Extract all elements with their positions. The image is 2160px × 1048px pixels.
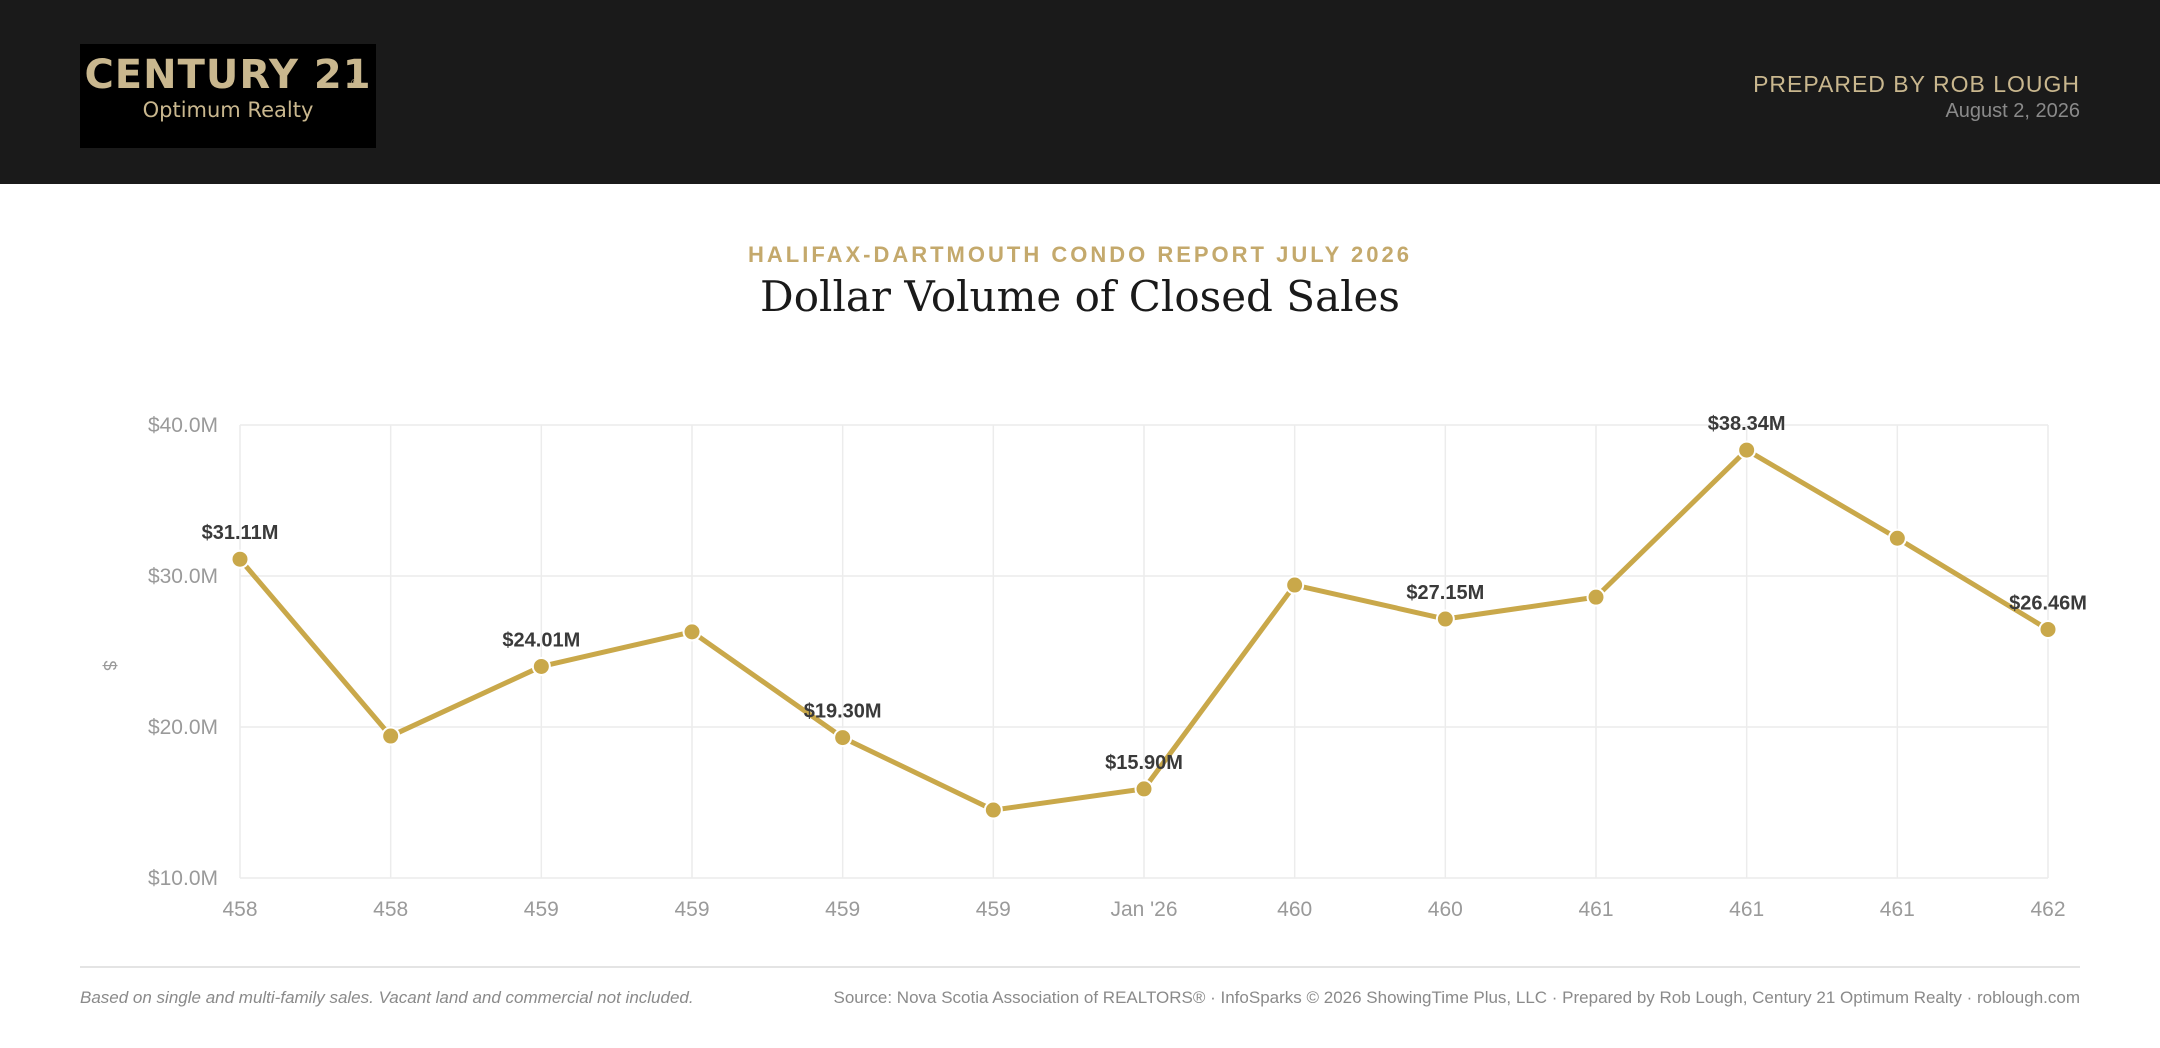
x-tick-label: 459 <box>524 898 559 921</box>
y-tick-label: $40.0M <box>148 414 218 437</box>
y-axis-label: $ <box>99 660 120 671</box>
data-point <box>1887 528 1907 548</box>
data-point <box>531 656 551 676</box>
footer-note: Based on single and multi-family sales. … <box>80 988 694 1007</box>
data-point <box>1586 587 1606 607</box>
data-point <box>1285 575 1305 595</box>
data-point <box>1435 609 1455 629</box>
x-tick-label: 462 <box>2030 898 2065 921</box>
data-point <box>1737 440 1757 460</box>
footer-source: Source: Nova Scotia Association of REALT… <box>833 988 2081 1007</box>
data-label: $26.46M <box>2009 592 2087 614</box>
data-point <box>381 726 401 746</box>
report-subtitle: HALIFAX-DARTMOUTH CONDO REPORT JULY 2026 <box>748 242 1412 267</box>
x-tick-label: 461 <box>1578 898 1613 921</box>
x-tick-label: 459 <box>825 898 860 921</box>
x-tick-label: Jan '26 <box>1110 898 1177 921</box>
x-tick-label: 458 <box>373 898 408 921</box>
century21-logo: CENTURY 21 ® Optimum Realty <box>80 44 376 148</box>
data-point <box>1134 779 1154 799</box>
data-point <box>2038 619 2058 639</box>
x-tick-label: 459 <box>976 898 1011 921</box>
x-tick-label: 461 <box>1729 898 1764 921</box>
chart-title: Dollar Volume of Closed Sales <box>760 272 1400 321</box>
x-tick-label: 459 <box>674 898 709 921</box>
data-point <box>833 728 853 748</box>
x-tick-label: 460 <box>1277 898 1312 921</box>
y-tick-label: $30.0M <box>148 565 218 588</box>
report-date: August 2, 2026 <box>1945 100 2080 122</box>
y-tick-label: $20.0M <box>148 716 218 739</box>
data-label: $15.90M <box>1105 752 1183 774</box>
logo-brand-text: CENTURY 21 <box>84 52 372 98</box>
x-tick-label: 461 <box>1880 898 1915 921</box>
data-label: $31.11M <box>202 522 279 544</box>
data-label: $38.34M <box>1708 413 1786 435</box>
logo-registered-mark: ® <box>351 78 359 89</box>
data-point <box>682 622 702 642</box>
data-point <box>230 549 250 569</box>
report-header: CENTURY 21 ® Optimum Realty PREPARED BY … <box>0 0 2160 184</box>
x-tick-label: 458 <box>222 898 257 921</box>
prepared-by: PREPARED BY ROB LOUGH <box>1753 71 2080 97</box>
data-label: $19.30M <box>804 701 882 723</box>
y-tick-label: $10.0M <box>148 867 218 890</box>
data-point <box>983 800 1003 820</box>
footer-divider <box>80 966 2080 968</box>
data-label: $24.01M <box>502 629 580 651</box>
logo-office-name: Optimum Realty <box>142 98 314 122</box>
data-label: $27.15M <box>1406 582 1484 604</box>
line-chart: $10.0M $20.0M $30.0M $40.0M 458 458 459 459 459 4… <box>148 413 2087 921</box>
x-tick-label: 460 <box>1428 898 1463 921</box>
